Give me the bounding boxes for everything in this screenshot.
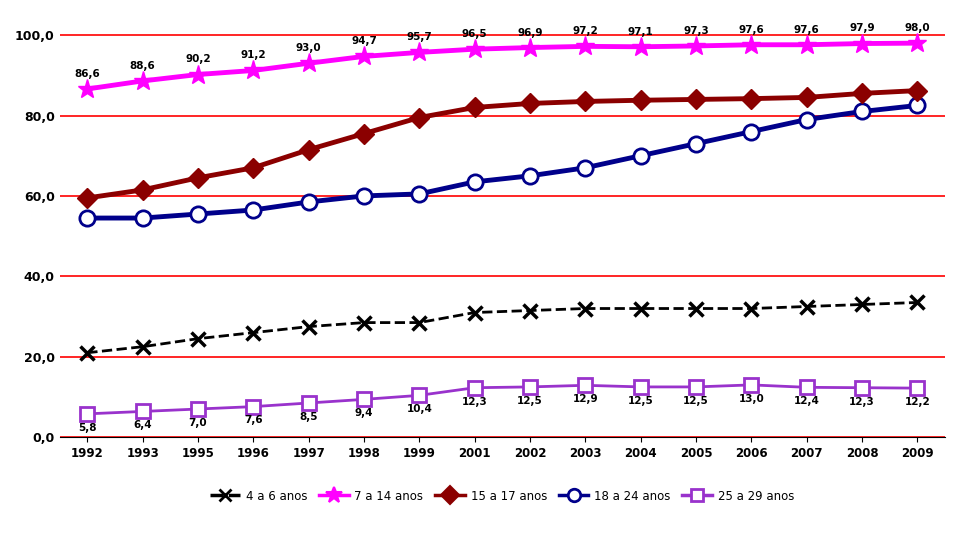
Text: 8,5: 8,5 — [300, 412, 318, 422]
Text: 94,7: 94,7 — [351, 36, 377, 46]
Text: 12,2: 12,2 — [904, 397, 930, 407]
Text: 12,5: 12,5 — [684, 396, 708, 406]
Text: 88,6: 88,6 — [130, 61, 156, 71]
Text: 95,7: 95,7 — [406, 32, 432, 42]
Text: 90,2: 90,2 — [185, 54, 211, 64]
Text: 12,5: 12,5 — [628, 396, 654, 406]
Text: 97,6: 97,6 — [738, 25, 764, 35]
Text: 13,0: 13,0 — [738, 394, 764, 404]
Text: 12,3: 12,3 — [462, 397, 488, 406]
Text: 97,3: 97,3 — [684, 26, 708, 36]
Text: 97,1: 97,1 — [628, 27, 654, 37]
Text: 97,2: 97,2 — [572, 26, 598, 36]
Text: 5,8: 5,8 — [78, 423, 97, 433]
Text: 86,6: 86,6 — [75, 69, 100, 79]
Text: 98,0: 98,0 — [904, 23, 930, 33]
Text: 7,0: 7,0 — [189, 418, 207, 428]
Text: 10,4: 10,4 — [406, 404, 432, 414]
Text: 12,3: 12,3 — [849, 397, 875, 406]
Text: 97,9: 97,9 — [850, 24, 875, 34]
Text: 9,4: 9,4 — [354, 408, 373, 418]
Text: 12,4: 12,4 — [794, 396, 820, 406]
Text: 91,2: 91,2 — [240, 51, 266, 60]
Text: 12,5: 12,5 — [517, 396, 542, 406]
Text: 97,6: 97,6 — [794, 25, 820, 35]
Text: 93,0: 93,0 — [296, 43, 322, 53]
Text: 12,9: 12,9 — [572, 394, 598, 404]
Text: 7,6: 7,6 — [244, 415, 263, 426]
Legend: 4 a 6 anos, 7 a 14 anos, 15 a 17 anos, 18 a 24 anos, 25 a 29 anos: 4 a 6 anos, 7 a 14 anos, 15 a 17 anos, 1… — [205, 485, 799, 507]
Text: 96,9: 96,9 — [517, 28, 542, 37]
Text: 96,5: 96,5 — [462, 29, 488, 39]
Text: 6,4: 6,4 — [133, 420, 152, 430]
